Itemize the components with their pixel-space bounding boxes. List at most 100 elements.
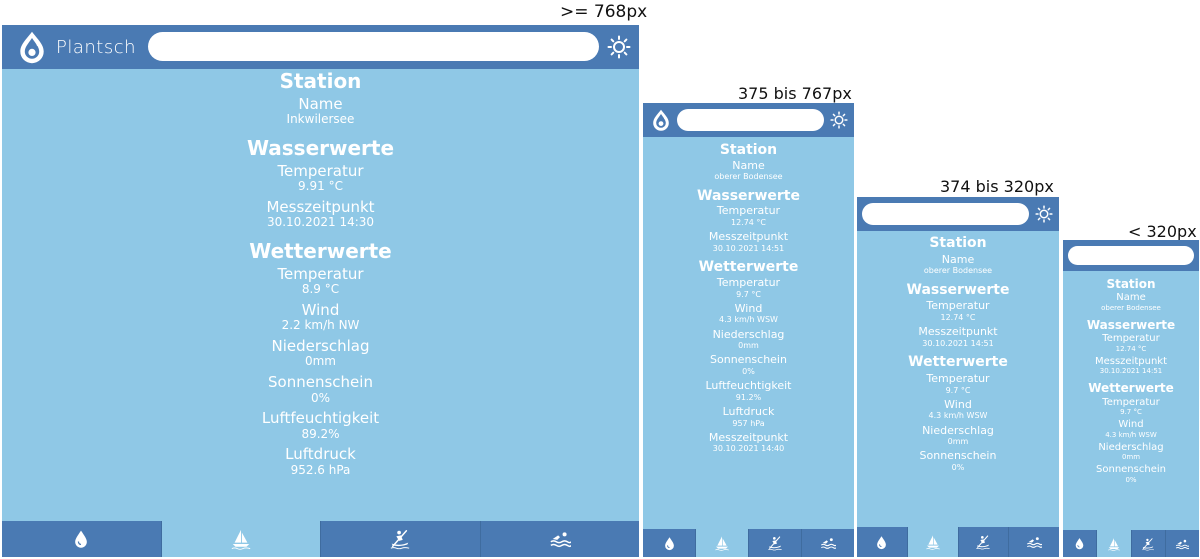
search-input[interactable] — [1068, 246, 1194, 265]
kayak-icon — [1141, 537, 1155, 551]
tab-water[interactable] — [1063, 530, 1098, 557]
value-water-measure-time: 30.10.2021 14:51 — [712, 243, 785, 253]
value-water-temperature: 12.74 °C — [730, 218, 767, 228]
label-precipitation: Niederschlag — [271, 337, 370, 356]
desktop-preview: Plantsch Station Name Inkwilersee Wasser… — [2, 25, 639, 557]
label-sunshine: Sonnenschein — [1096, 464, 1166, 476]
label-water-temperature: Temperatur — [1102, 333, 1160, 345]
label-wind: Wind — [1118, 419, 1144, 431]
label-humidity: Luftfeuchtigkeit — [705, 379, 792, 393]
value-water-measure-time: 30.10.2021 14:30 — [266, 215, 375, 230]
tab-swimming[interactable] — [802, 529, 854, 557]
label-humidity: Luftfeuchtigkeit — [261, 409, 380, 428]
app-header — [1063, 240, 1199, 271]
value-water-temperature: 9.91 °C — [298, 179, 343, 194]
value-station-name: oberer Bodensee — [1101, 303, 1161, 312]
swimmer-icon — [1026, 534, 1042, 550]
kayak-icon — [767, 535, 783, 551]
station-details: Station Name oberer Bodensee Wasserwerte… — [643, 142, 854, 454]
tab-sailing[interactable] — [161, 521, 321, 557]
tab-swimming[interactable] — [1166, 530, 1199, 557]
label-water-temperature: Temperatur — [926, 299, 990, 313]
kayak-icon — [389, 528, 411, 550]
value-sunshine: 0% — [1125, 475, 1137, 484]
label-water-measure-time: Messzeitpunkt — [918, 325, 998, 339]
station-details: Station Name oberer Bodensee Wasserwerte… — [1063, 277, 1199, 484]
section-heading-station: Station — [279, 69, 362, 93]
value-humidity: 91.2% — [735, 392, 762, 402]
tab-kayak[interactable] — [321, 521, 481, 557]
value-wind: 4.3 km/h WSW — [1105, 430, 1157, 439]
label-pressure: Luftdruck — [722, 405, 775, 419]
theme-toggle-sun-icon[interactable] — [1035, 205, 1053, 223]
sailboat-icon — [230, 528, 252, 550]
kayak-icon — [975, 534, 991, 550]
section-heading-water: Wasserwerte — [1086, 317, 1176, 332]
tab-water[interactable] — [643, 529, 696, 557]
value-weather-temperature: 9.7 °C — [1120, 408, 1142, 417]
theme-toggle-sun-icon[interactable] — [830, 111, 848, 129]
value-humidity: 89.2% — [301, 426, 340, 441]
tab-sailing[interactable] — [1097, 530, 1132, 557]
label-weather-temperature: Temperatur — [277, 265, 364, 284]
value-station-name: oberer Bodensee — [714, 172, 783, 182]
app-header — [643, 103, 854, 137]
app-logo[interactable]: Plantsch — [14, 29, 136, 65]
tab-swimming[interactable] — [481, 521, 640, 557]
value-water-temperature: 12.74 °C — [1115, 344, 1147, 353]
label-precipitation: Niederschlag — [922, 423, 994, 437]
tab-sailing[interactable] — [696, 529, 749, 557]
section-heading-station: Station — [1106, 277, 1156, 291]
section-heading-water: Wasserwerte — [246, 136, 395, 161]
search-input[interactable] — [862, 203, 1029, 225]
breakpoint-label-mobile: 374 bis 320px — [940, 177, 1054, 196]
label-water-measure-time: Messzeitpunkt — [1094, 355, 1168, 367]
section-heading-weather: Wetterwerte — [908, 354, 1008, 371]
label-name: Name — [298, 95, 343, 113]
bottom-navigation — [643, 529, 854, 557]
value-precipitation: 0mm — [738, 341, 759, 351]
breakpoint-label-tablet: 375 bis 767px — [738, 84, 852, 103]
logo-icon — [14, 29, 50, 65]
section-heading-weather: Wetterwerte — [698, 259, 799, 276]
value-weather-temperature: 9.7 °C — [736, 289, 761, 299]
tab-kayak[interactable] — [749, 529, 802, 557]
section-heading-station: Station — [719, 142, 778, 158]
label-water-temperature: Temperatur — [277, 162, 364, 181]
search-input[interactable] — [677, 109, 824, 131]
app-name: Plantsch — [56, 36, 137, 58]
tab-kayak[interactable] — [959, 527, 1010, 557]
station-details: Station Name oberer Bodensee Wasserwerte… — [857, 235, 1059, 472]
app-header: Plantsch — [2, 25, 639, 69]
value-wind: 2.2 km/h NW — [281, 318, 360, 333]
tab-water[interactable] — [2, 521, 162, 557]
label-weather-temperature: Temperatur — [716, 275, 781, 289]
value-sunshine: 0% — [310, 390, 331, 405]
tab-kayak[interactable] — [1132, 530, 1166, 557]
bottom-navigation — [857, 527, 1059, 557]
search-input[interactable] — [148, 32, 599, 61]
value-weather-temperature: 8.9 °C — [301, 282, 340, 297]
swimmer-icon — [549, 528, 571, 550]
section-heading-weather: Wetterwerte — [249, 239, 392, 264]
tab-sailing[interactable] — [907, 527, 959, 557]
tab-water[interactable] — [857, 527, 908, 557]
bottom-navigation — [2, 521, 639, 557]
section-heading-water: Wasserwerte — [697, 187, 800, 204]
value-sunshine: 0% — [742, 367, 755, 376]
value-water-measure-time: 30.10.2021 14:51 — [1099, 367, 1163, 376]
label-name: Name — [732, 158, 765, 172]
section-heading-weather: Wetterwerte — [1088, 381, 1174, 396]
tab-swimming[interactable] — [1009, 527, 1059, 557]
label-water-measure-time: Messzeitpunkt — [266, 198, 375, 217]
mobile-preview: Station Name oberer Bodensee Wasserwerte… — [857, 197, 1059, 557]
app-header — [857, 197, 1059, 231]
breakpoint-label-small: < 320px — [1128, 222, 1197, 241]
value-precipitation: 0mm — [1121, 453, 1141, 462]
label-sunshine: Sonnenschein — [268, 373, 373, 392]
value-water-measure-time: 30.10.2021 14:51 — [922, 338, 994, 348]
theme-toggle-sun-icon[interactable] — [607, 35, 631, 59]
logo-icon[interactable] — [649, 108, 673, 132]
station-details: Station Name Inkwilersee Wasserwerte Tem… — [2, 69, 639, 477]
water-drop-icon — [662, 536, 677, 551]
